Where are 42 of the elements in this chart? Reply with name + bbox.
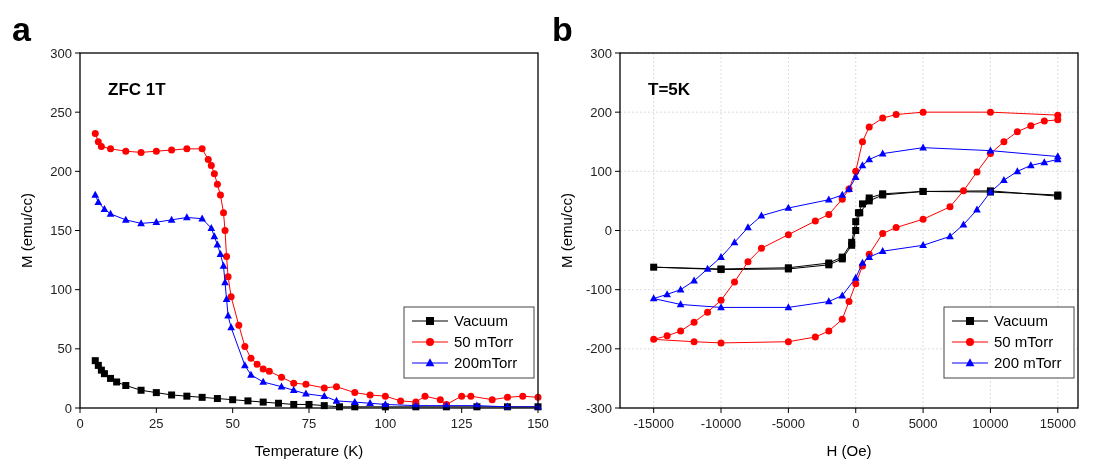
legend-label: 200mTorr <box>454 354 518 372</box>
x-axis-title: H (Oe) <box>826 442 872 459</box>
legend-label: 200 mTorr <box>994 354 1062 372</box>
x-tick-label: 5000 <box>908 416 938 431</box>
x-tick-label: -15000 <box>633 416 674 431</box>
x-tick-label: 0 <box>852 416 860 431</box>
x-tick-label: 50 <box>225 416 240 431</box>
y-tick-label: -100 <box>585 282 612 298</box>
x-tick-label: 0 <box>76 416 84 431</box>
legend-label: 50 mTorr <box>454 333 514 351</box>
y-tick-label: 0 <box>64 400 72 416</box>
x-axis-title: Temperature (K) <box>254 442 364 459</box>
x-tick-label: -5000 <box>771 416 806 431</box>
y-tick-label: 250 <box>50 104 72 120</box>
y-tick-label: 150 <box>50 223 72 239</box>
legend-label: 50 mTorr <box>994 333 1054 351</box>
legend-label: Vacuum <box>454 312 508 330</box>
y-axis-title: M (emu/cc) <box>18 193 35 268</box>
y-tick-label: 200 <box>50 163 72 179</box>
y-tick-label: -300 <box>585 400 612 416</box>
y-axis-title: M (emu/cc) <box>558 193 575 268</box>
x-tick-label: -10000 <box>700 416 742 431</box>
x-tick-label: 25 <box>149 416 164 431</box>
x-tick-label: 10000 <box>972 416 1009 431</box>
legend-label: Vacuum <box>994 312 1048 330</box>
x-tick-label: 150 <box>527 416 549 431</box>
y-tick-label: 300 <box>50 45 72 61</box>
y-tick-label: 100 <box>590 163 612 179</box>
y-tick-label: 300 <box>590 45 612 61</box>
annotation: T=5K <box>648 80 691 99</box>
x-tick-label: 15000 <box>1039 416 1076 431</box>
x-tick-label: 100 <box>374 416 397 431</box>
annotation: ZFC 1T <box>108 80 167 99</box>
y-tick-label: -200 <box>585 341 612 357</box>
text: a <box>12 10 32 48</box>
text: b <box>552 10 573 48</box>
x-tick-label: 75 <box>301 416 317 431</box>
x-tick-label: 125 <box>450 416 473 431</box>
y-tick-label: 50 <box>57 341 72 357</box>
y-tick-label: 100 <box>50 282 72 298</box>
y-tick-label: 200 <box>590 104 612 120</box>
y-tick-label: 0 <box>604 223 612 239</box>
